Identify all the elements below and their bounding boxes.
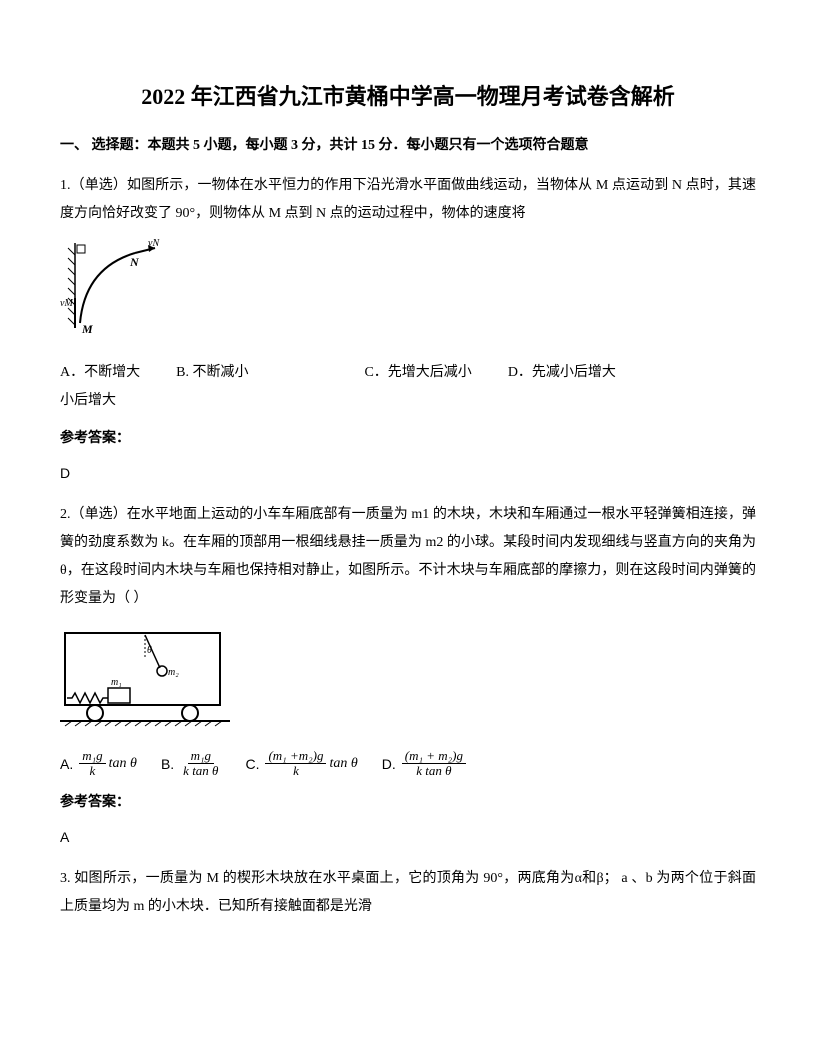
label-vn: vN	[148, 238, 160, 249]
q1-option-a: A．不断增大	[60, 359, 140, 387]
q1-answer-label: 参考答案：	[60, 425, 756, 453]
q1-option-c: C．先增大后减小	[364, 359, 471, 387]
question-3: 3. 如图所示，一质量为 M 的楔形木块放在水平桌面上，它的顶角为 90°，两底…	[60, 865, 756, 921]
svg-text:θ: θ	[147, 645, 152, 656]
q1-text: 1.（单选）如图所示，一物体在水平恒力的作用下沿光滑水平面做曲线运动，当物体从 …	[60, 172, 756, 228]
section-header: 一、 选择题：本题共 5 小题，每小题 3 分，共计 15 分．每小题只有一个选…	[60, 133, 756, 158]
q1-answer: D	[60, 459, 756, 487]
q2-options: A. m₁g k tan θ B. m₁g k tan θ C. (m₁ +m₂…	[60, 749, 756, 779]
svg-text:m₂: m₂	[168, 667, 179, 678]
q2-figure: m₁ θ m₂	[60, 623, 756, 739]
q2-answer: A	[60, 823, 756, 851]
label-m: M	[81, 322, 93, 336]
q1-figure: vM M N vN	[60, 238, 756, 349]
q1-option-d: D．先减小后增大	[508, 359, 616, 387]
question-1: 1.（单选）如图所示，一物体在水平恒力的作用下沿光滑水平面做曲线运动，当物体从 …	[60, 172, 756, 487]
q2-text: 2.（单选）在水平地面上运动的小车车厢底部有一质量为 m1 的木块，木块和车厢通…	[60, 501, 756, 613]
q2-answer-label: 参考答案：	[60, 789, 756, 817]
q1-options: A．不断增大 B. 不断减小 C．先增大后减小 D．先减小后增大	[60, 359, 756, 387]
q2-option-b: B. m₁g k tan θ	[161, 749, 222, 779]
label-vm: vM	[60, 298, 73, 309]
q2-option-c: C. (m₁ +m₂)g k tan θ	[245, 749, 357, 779]
svg-text:m₁: m₁	[111, 677, 122, 688]
q2-option-a: A. m₁g k tan θ	[60, 749, 137, 779]
question-2: 2.（单选）在水平地面上运动的小车车厢底部有一质量为 m1 的木块，木块和车厢通…	[60, 501, 756, 851]
page-title: 2022 年江西省九江市黄桶中学高一物理月考试卷含解析	[60, 80, 756, 113]
q1-option-d-cont: 小后增大	[60, 387, 756, 415]
q2-option-d: D. (m₁ + m₂)g k tan θ	[382, 749, 466, 779]
q3-text: 3. 如图所示，一质量为 M 的楔形木块放在水平桌面上，它的顶角为 90°，两底…	[60, 865, 756, 921]
q1-option-b: B. 不断减小	[176, 359, 248, 387]
label-n: N	[129, 255, 140, 269]
